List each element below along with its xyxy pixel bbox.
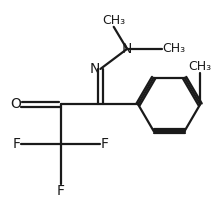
- Text: F: F: [100, 137, 108, 151]
- Text: F: F: [13, 137, 21, 151]
- Text: N: N: [122, 42, 132, 56]
- Text: O: O: [10, 97, 21, 111]
- Text: CH₃: CH₃: [102, 14, 125, 27]
- Text: CH₃: CH₃: [163, 42, 186, 55]
- Text: N: N: [90, 62, 100, 76]
- Text: F: F: [56, 184, 64, 198]
- Text: CH₃: CH₃: [189, 60, 212, 73]
